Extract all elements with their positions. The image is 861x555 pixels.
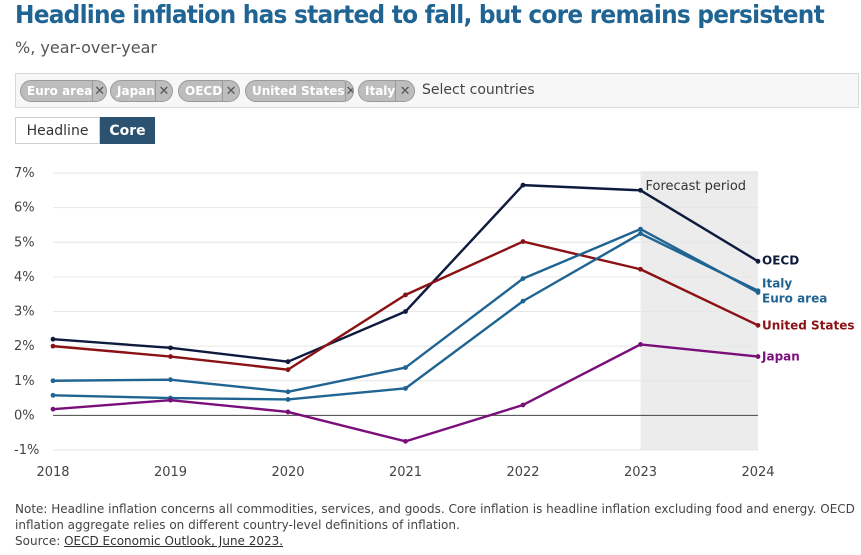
chip-italy[interactable]: Italy ✕ [358,80,415,102]
data-point [755,258,761,264]
data-point [638,231,643,236]
data-point [285,409,291,415]
chart-title: Headline inflation has started to fall, … [15,0,825,29]
data-point [755,290,761,295]
x-tick-label: 2019 [154,465,187,480]
data-point [50,406,56,412]
chip-oecd[interactable]: OECD ✕ [178,80,240,102]
data-point [285,389,291,395]
country-selector[interactable]: Euro area ✕ Japan ✕ OECD ✕ United States… [15,73,859,108]
data-point [403,309,408,314]
data-point [50,378,56,384]
data-point [403,438,408,444]
series-label: Italy [762,277,792,291]
source-link[interactable]: OECD Economic Outlook, June 2023. [64,534,284,548]
remove-icon[interactable]: ✕ [344,81,353,101]
y-tick-label: 5% [14,235,35,250]
y-tick-label: -1% [14,443,39,458]
chart-subtitle: %, year-over-year [15,38,157,57]
x-tick-label: 2021 [389,465,422,480]
remove-icon[interactable]: ✕ [222,81,239,101]
chip-euro-area[interactable]: Euro area ✕ [20,80,107,102]
inflation-toggle: Headline Core [15,117,155,144]
remove-icon[interactable]: ✕ [154,81,172,101]
x-tick-label: 2022 [506,465,539,480]
data-point [168,377,173,383]
data-point [520,182,526,188]
y-tick-label: 6% [14,201,35,216]
x-tick-label: 2020 [271,465,304,480]
data-point [755,354,761,359]
y-tick-label: 0% [14,408,35,423]
chip-label: Japan [117,84,155,98]
core-button[interactable]: Core [100,117,155,144]
data-point [285,359,291,365]
data-point [285,397,291,402]
y-tick-label: 1% [14,374,35,389]
series-label: Japan [761,350,800,364]
y-tick-label: 4% [14,270,35,285]
chip-japan[interactable]: Japan ✕ [110,80,173,102]
chip-label: United States [252,84,345,98]
forecast-shade [640,171,758,450]
forecast-label: Forecast period [646,179,747,194]
data-point [520,276,526,282]
chip-label: OECD [185,84,223,98]
data-point [285,367,291,373]
x-tick-label: 2018 [36,465,69,480]
data-point [638,226,643,232]
data-point [168,354,173,359]
data-point [638,266,643,272]
data-point [403,365,408,370]
data-point [638,187,643,193]
data-point [168,345,173,351]
select-countries-input[interactable]: Select countries [422,82,535,98]
data-point [403,385,408,391]
data-point [755,322,761,328]
note-text: Note: Headline inflation concerns all co… [15,502,855,532]
chip-united-states[interactable]: United States ✕ [245,80,354,102]
data-point [50,336,56,342]
y-tick-label: 3% [14,305,35,320]
data-point [168,397,173,403]
data-point [520,402,526,408]
series-label: Euro area [762,291,827,305]
line-chart: Forecast period -1% 0% 1% 2% 3% 4% 5% 6% 7% 2018 20… [14,166,855,480]
source-prefix: Source: [15,534,65,548]
data-point [50,343,56,349]
remove-icon[interactable]: ✕ [395,81,414,101]
footnote: Note: Headline inflation concerns all co… [15,501,855,549]
x-tick-label: 2024 [741,465,774,480]
y-tick-label: 2% [14,339,35,354]
data-point [520,298,526,304]
series-label: OECD [762,253,799,267]
chip-label: Italy [365,84,396,98]
x-tick-label: 2023 [624,465,657,480]
y-tick-label: 7% [14,166,35,181]
data-point [403,292,408,298]
data-point [520,239,526,244]
series-label: United States [762,318,855,332]
data-point [50,392,56,398]
chip-label: Euro area [27,84,93,98]
data-point [638,341,643,347]
headline-button[interactable]: Headline [15,117,100,144]
remove-icon[interactable]: ✕ [92,81,106,101]
